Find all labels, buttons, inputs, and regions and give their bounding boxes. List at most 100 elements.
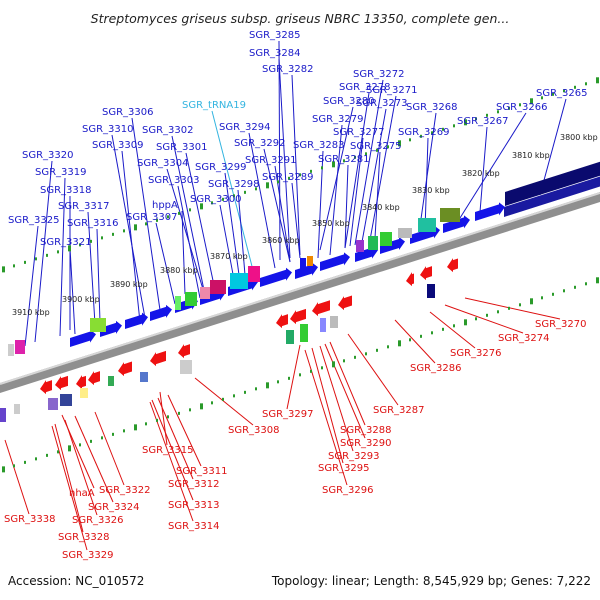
gene-label-minus[interactable]: SGR_3287 <box>373 405 425 416</box>
gene-label-minus[interactable]: SGR_3314 <box>168 521 220 532</box>
gene-label-plus[interactable]: SGR_3307 <box>126 212 178 223</box>
plus-strand-gene[interactable] <box>90 318 106 332</box>
minus-strand-gene[interactable] <box>427 284 435 298</box>
plus-strand-gene[interactable] <box>320 252 350 271</box>
gene-label-minus[interactable]: SGR_3274 <box>498 333 550 344</box>
gene-label-minus[interactable]: nhaA <box>69 488 95 499</box>
plus-strand-gene[interactable] <box>15 340 25 354</box>
gene-label-minus[interactable]: SGR_3329 <box>62 550 114 561</box>
gene-label-plus[interactable]: SGR_3283 <box>293 140 345 151</box>
gene-label-minus[interactable]: SGR_3338 <box>4 514 56 525</box>
gene-label-plus[interactable]: SGR_3319 <box>35 167 87 178</box>
plus-strand-gene[interactable] <box>380 236 405 254</box>
plus-strand-gene[interactable] <box>200 287 210 299</box>
gene-label-plus[interactable]: SGR_3294 <box>219 122 271 133</box>
minus-strand-gene[interactable] <box>88 371 100 386</box>
minus-strand-gene[interactable] <box>140 372 148 382</box>
gene-label-minus[interactable]: SGR_3288 <box>340 425 392 436</box>
minus-strand-gene[interactable] <box>40 380 52 395</box>
plus-strand-gene[interactable] <box>295 262 318 279</box>
gene-label-plus[interactable]: SGR_3281 <box>318 154 370 165</box>
gene-label-plus[interactable]: SGR_3278 <box>339 82 391 93</box>
gene-label-minus[interactable]: SGR_3324 <box>88 502 140 513</box>
gene-label-minus[interactable]: SGR_3322 <box>99 485 151 496</box>
gene-label-plus[interactable]: SGR_3284 <box>249 48 301 59</box>
gene-label-plus[interactable]: SGR_3268 <box>406 102 458 113</box>
gene-label-minus[interactable]: SGR_3290 <box>340 438 392 449</box>
gene-label-plus[interactable]: SGR_3318 <box>40 185 92 196</box>
plus-strand-gene[interactable] <box>185 292 197 306</box>
gene-label-plus[interactable]: SGR_3300 <box>190 194 242 205</box>
minus-strand-gene[interactable] <box>178 344 190 359</box>
plus-strand-gene[interactable] <box>398 228 412 238</box>
gene-label-plus[interactable]: SGR_3267 <box>457 116 509 127</box>
gene-label-minus[interactable]: SGR_3295 <box>318 463 370 474</box>
gene-label-plus[interactable]: SGR_3309 <box>92 140 144 151</box>
plus-strand-gene[interactable] <box>125 312 148 329</box>
gene-label-plus[interactable]: SGR_3285 <box>249 30 301 41</box>
plus-strand-gene[interactable] <box>300 258 306 272</box>
gene-label-minus[interactable]: SGR_3313 <box>168 500 220 511</box>
gene-label-plus[interactable]: SGR_3272 <box>353 69 405 80</box>
minus-strand-gene[interactable] <box>14 404 20 414</box>
minus-strand-gene[interactable] <box>447 258 458 273</box>
gene-label-plus[interactable]: SGR_3269 <box>398 127 450 138</box>
gene-label-plus[interactable]: SGR_3325 <box>8 215 60 226</box>
gene-label-minus[interactable]: SGR_3276 <box>450 348 502 359</box>
gene-label-plus[interactable]: SGR_3304 <box>137 158 189 169</box>
gene-label-plus[interactable]: SGR_3273 <box>356 98 408 109</box>
minus-strand-gene[interactable] <box>180 360 192 374</box>
gene-label-minus[interactable]: SGR_3297 <box>262 409 314 420</box>
gene-label-plus[interactable]: SGR_3275 <box>350 141 402 152</box>
plus-strand-gene[interactable] <box>248 266 260 282</box>
gene-label-plus[interactable]: hppA <box>152 200 178 211</box>
gene-label-plus[interactable]: SGR_3320 <box>22 150 74 161</box>
minus-strand-gene[interactable] <box>150 350 166 367</box>
gene-label-plus[interactable]: SGR_3265 <box>536 88 588 99</box>
plus-strand-gene[interactable] <box>368 236 378 250</box>
minus-strand-gene[interactable] <box>330 316 338 328</box>
gene-label-plus[interactable]: SGR_3310 <box>82 124 134 135</box>
minus-strand-gene[interactable] <box>320 318 326 332</box>
gene-label-minus[interactable]: SGR_3312 <box>168 479 220 490</box>
gene-label-plus[interactable]: SGR_3266 <box>496 102 548 113</box>
gene-label-plus[interactable]: SGR_3303 <box>148 175 200 186</box>
plus-strand-gene[interactable] <box>504 176 600 217</box>
gene-label-plus[interactable]: SGR_3292 <box>234 138 286 149</box>
plus-strand-gene[interactable] <box>440 208 460 222</box>
gene-label-minus[interactable]: SGR_3326 <box>72 515 124 526</box>
gene-label-plus[interactable]: SGR_3282 <box>262 64 314 75</box>
plus-strand-gene[interactable] <box>210 280 226 294</box>
minus-strand-gene[interactable] <box>118 361 132 377</box>
gene-label-minus[interactable]: SGR_3315 <box>142 445 194 456</box>
minus-strand-gene[interactable] <box>276 314 288 329</box>
minus-strand-gene[interactable] <box>48 398 58 410</box>
plus-strand-gene[interactable] <box>380 232 392 246</box>
minus-strand-gene[interactable] <box>406 272 414 287</box>
gene-label-minus[interactable]: SGR_3270 <box>535 319 587 330</box>
minus-strand-gene[interactable] <box>286 330 294 344</box>
gene-label-plus[interactable]: SGR_3289 <box>262 172 314 183</box>
minus-strand-gene[interactable] <box>420 266 432 281</box>
plus-strand-gene[interactable] <box>505 161 600 206</box>
minus-strand-gene[interactable] <box>312 300 330 317</box>
plus-strand-gene[interactable] <box>150 304 172 321</box>
plus-strand-gene[interactable] <box>475 202 505 221</box>
plus-strand-gene[interactable] <box>443 215 470 233</box>
gene-label-plus[interactable]: SGR_3271 <box>366 85 418 96</box>
gene-label-minus[interactable]: SGR_3286 <box>410 363 462 374</box>
minus-strand-gene[interactable] <box>80 388 88 398</box>
gene-label-minus[interactable]: SGR_3311 <box>176 466 228 477</box>
plus-strand-gene[interactable] <box>8 344 14 356</box>
gene-label-minus[interactable]: SGR_3328 <box>58 532 110 543</box>
minus-strand-gene[interactable] <box>290 308 306 325</box>
minus-strand-gene[interactable] <box>60 394 72 406</box>
plus-strand-gene[interactable] <box>70 329 96 347</box>
plus-strand-gene[interactable] <box>418 218 436 232</box>
gene-label-plus[interactable]: SGR_3301 <box>156 142 208 153</box>
plus-strand-gene[interactable] <box>356 240 364 252</box>
plus-strand-gene[interactable] <box>100 320 122 337</box>
gene-label-plus[interactable]: SGR_3306 <box>102 107 154 118</box>
gene-label-minus[interactable]: SGR_3293 <box>328 451 380 462</box>
gene-label-plus[interactable]: SGR_3291 <box>245 155 297 166</box>
